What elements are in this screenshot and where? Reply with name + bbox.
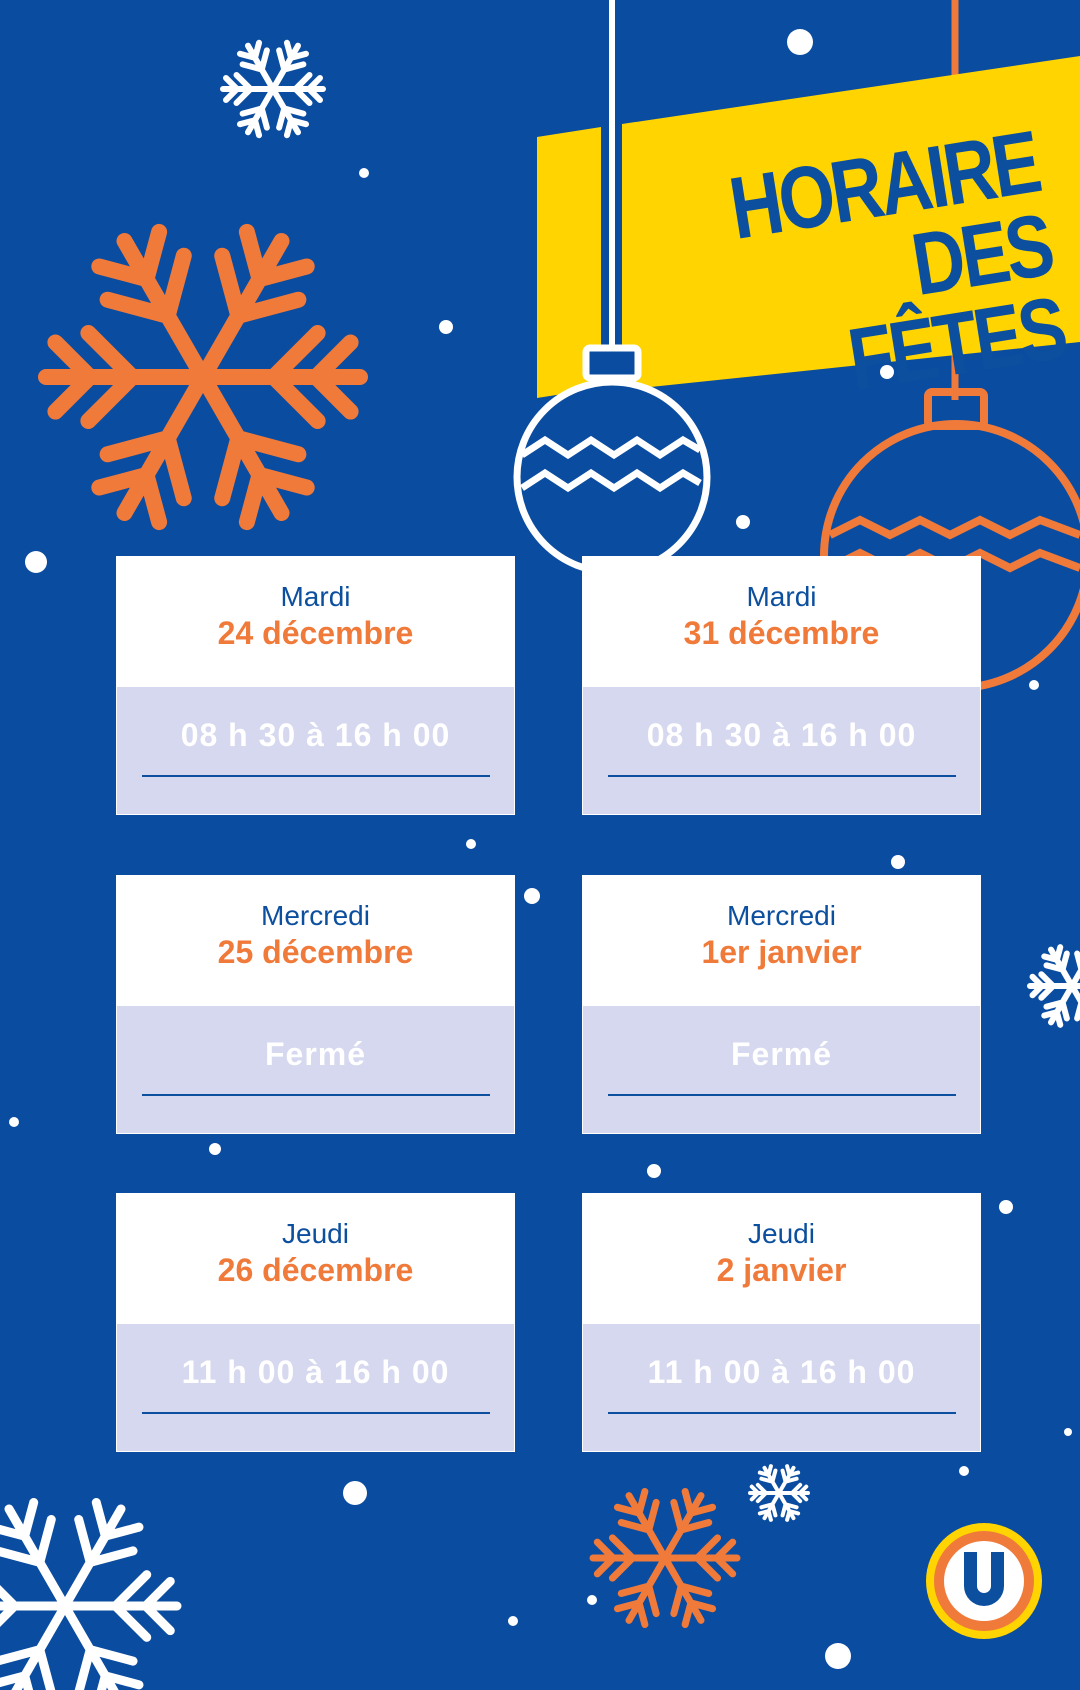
schedule-card: Mercredi 1er janvier Fermé xyxy=(582,875,981,1134)
divider xyxy=(608,1412,956,1414)
divider xyxy=(142,775,490,777)
snow-dot xyxy=(999,1200,1013,1214)
snow-dot xyxy=(891,855,905,869)
snow-dot xyxy=(466,839,476,849)
snow-dot xyxy=(508,1616,518,1626)
day-name: Mardi xyxy=(746,581,817,612)
snowflake-icon xyxy=(0,1498,182,1690)
day-name: Jeudi xyxy=(748,1218,815,1249)
schedule-card: Mardi 24 décembre 08 h 30 à 16 h 00 xyxy=(116,556,515,815)
logo-icon xyxy=(926,1523,1042,1639)
snow-dot xyxy=(825,1643,851,1669)
snowflake-icon xyxy=(589,1487,741,1629)
schedule-card: Jeudi 2 janvier 11 h 00 à 16 h 00 xyxy=(582,1193,981,1452)
card-header: Mardi 24 décembre xyxy=(117,557,514,687)
snow-dot xyxy=(1064,1428,1072,1436)
date: 24 décembre xyxy=(217,615,414,651)
snow-dot xyxy=(439,320,453,334)
date: 1er janvier xyxy=(701,934,862,970)
card-header: Mercredi 1er janvier xyxy=(583,876,980,1006)
card-header: Jeudi 2 janvier xyxy=(583,1194,980,1324)
divider xyxy=(142,1094,490,1096)
day-name: Mercredi xyxy=(261,900,370,931)
date: 31 décembre xyxy=(683,615,880,651)
snow-dot xyxy=(25,551,47,573)
card-header: Jeudi 26 décembre xyxy=(117,1194,514,1324)
day-name: Jeudi xyxy=(282,1218,349,1249)
day-name: Mardi xyxy=(280,581,351,612)
day-name: Mercredi xyxy=(727,900,836,931)
schedule-card: Mardi 31 décembre 08 h 30 à 16 h 00 xyxy=(582,556,981,815)
snow-dot xyxy=(359,168,369,178)
snowflake-icon xyxy=(748,1464,810,1522)
schedule-card: Mercredi 25 décembre Fermé xyxy=(116,875,515,1134)
snow-dot xyxy=(209,1143,221,1155)
snowflake-icon xyxy=(220,39,326,139)
card-header: Mercredi 25 décembre xyxy=(117,876,514,1006)
date: 2 janvier xyxy=(716,1252,847,1288)
snow-dot xyxy=(524,888,540,904)
opening-hours: Fermé xyxy=(264,1036,367,1072)
date: 26 décembre xyxy=(217,1252,414,1288)
divider xyxy=(608,775,956,777)
snow-dot xyxy=(736,515,750,529)
opening-hours: 11 h 00 à 16 h 00 xyxy=(181,1354,450,1390)
opening-hours: 11 h 00 à 16 h 00 xyxy=(647,1354,916,1390)
divider xyxy=(142,1412,490,1414)
snow-dot xyxy=(880,365,894,379)
snow-dot xyxy=(787,29,813,55)
snowflake-icon xyxy=(1027,944,1080,1028)
title-banner xyxy=(537,56,1080,398)
snow-dot xyxy=(343,1481,367,1505)
opening-hours: 08 h 30 à 16 h 00 xyxy=(646,717,917,753)
opening-hours: Fermé xyxy=(730,1036,833,1072)
page-title: HORAIRE DES FÊTES xyxy=(698,112,1071,421)
opening-hours: 08 h 30 à 16 h 00 xyxy=(180,717,451,753)
snow-dot xyxy=(9,1117,19,1127)
snow-dot xyxy=(587,1595,597,1605)
date: 25 décembre xyxy=(217,934,414,970)
divider xyxy=(608,1094,956,1096)
snow-dot xyxy=(959,1466,969,1476)
schedule-card: Jeudi 26 décembre 11 h 00 à 16 h 00 xyxy=(116,1193,515,1452)
snowflake-icon xyxy=(38,223,368,531)
snow-dot xyxy=(1029,680,1039,690)
snow-dot xyxy=(647,1164,661,1178)
card-header: Mardi 31 décembre xyxy=(583,557,980,687)
